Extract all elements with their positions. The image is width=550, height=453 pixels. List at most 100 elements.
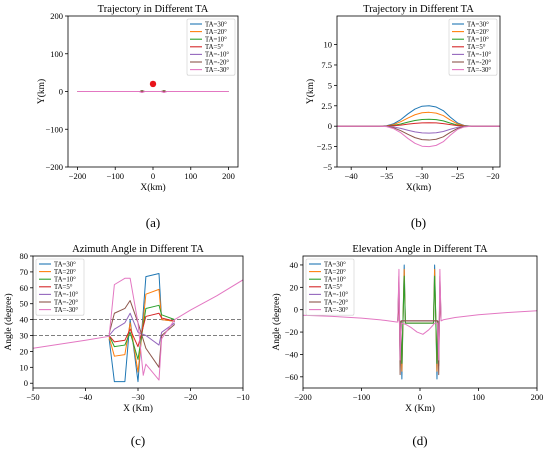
legend-entry: TA=10° — [54, 277, 76, 284]
series-line — [337, 122, 500, 127]
legend-entry: TA=30° — [54, 261, 76, 268]
legend-entry: TA=5° — [205, 44, 224, 51]
legend-entry: TA=10° — [324, 277, 346, 284]
x-axis-label: X(km) — [406, 182, 431, 193]
legend-entry: TA=5° — [324, 284, 343, 291]
y-tick-label: 5 — [328, 80, 332, 90]
x-axis-label: X(km) — [140, 182, 165, 193]
panel-b: −40 −35 −30 −25 −20 −5 −2.5 0 2.5 5 7.5 10 Trajector… — [305, 4, 501, 230]
series-line — [337, 125, 500, 134]
x-tick-label: −30 — [415, 171, 428, 181]
series-line — [303, 268, 537, 361]
legend-entry: TA=20° — [54, 269, 76, 276]
x-tick-label: 200 — [222, 171, 235, 181]
series-line — [337, 125, 500, 148]
x-tick-label: −20 — [184, 392, 197, 402]
legend-entry: TA=10° — [467, 37, 489, 44]
y-tick-label: 40 — [290, 260, 299, 270]
y-axis-label: Angle (degree) — [3, 293, 14, 350]
y-tick-label: 30 — [20, 331, 29, 341]
legend-entry: TA=5° — [54, 284, 73, 291]
y-axis-label: Angle (degree) — [271, 293, 282, 350]
y-tick-label: 0 — [294, 305, 298, 315]
x-tick-label: −200 — [294, 392, 312, 402]
y-tick-label: 80 — [20, 251, 29, 261]
legend-entry: TA=20° — [205, 29, 227, 36]
legend-entry: TA=-30° — [467, 67, 491, 74]
legend-entry: TA=30° — [467, 21, 489, 28]
x-tick-label: 100 — [184, 171, 197, 181]
x-tick-label: −100 — [353, 392, 371, 402]
series-line — [397, 298, 442, 355]
y-tick-label: −5 — [323, 162, 332, 172]
y-tick-label: 7.5 — [321, 60, 332, 70]
x-tick-label: 0 — [151, 171, 155, 181]
x-axis-label: X (Km) — [123, 403, 153, 414]
chart-title: Trajectory in Different TA — [363, 4, 474, 15]
legend-box — [35, 258, 85, 316]
y-tick-label: 100 — [50, 49, 63, 59]
panel-caption: (c) — [131, 433, 145, 448]
legend: TA=30°TA=20°TA=10°TA=5°TA=-10°TA=-20°TA=… — [448, 18, 498, 76]
legend: TA=30°TA=20°TA=10°TA=5°TA=-10°TA=-20°TA=… — [186, 18, 236, 76]
series-line — [400, 264, 439, 380]
y-axis-label: Y(km) — [305, 79, 316, 104]
legend: TA=30°TA=20°TA=10°TA=5°TA=-10°TA=-20°TA=… — [305, 258, 355, 316]
x-tick-label: 100 — [472, 392, 485, 402]
y-tick-label: 40 — [20, 315, 29, 325]
series-line — [108, 312, 176, 346]
x-tick-label: 0 — [418, 392, 422, 402]
y-tick-label: 20 — [20, 346, 29, 356]
y-tick-label: −100 — [45, 124, 63, 134]
legend-entry: TA=5° — [467, 44, 486, 51]
series-line — [400, 268, 439, 372]
legend-entry: TA=-10° — [467, 52, 491, 59]
legend-entry: TA=-10° — [205, 52, 229, 59]
y-tick-label: 60 — [20, 283, 29, 293]
y-tick-label: −200 — [45, 162, 63, 172]
y-tick-label: 200 — [50, 11, 63, 21]
legend-entry: TA=20° — [467, 29, 489, 36]
legend-box — [305, 258, 355, 316]
legend-entry: TA=-30° — [205, 67, 229, 74]
y-tick-label: −40 — [285, 349, 298, 359]
series-line — [337, 111, 500, 127]
y-tick-label: 0 — [328, 121, 332, 131]
legend-entry: TA=-10° — [324, 292, 348, 299]
series-line — [108, 288, 175, 373]
x-tick-label: −20 — [486, 171, 499, 181]
series-line — [108, 312, 175, 348]
chart-title: Elevation Angle in Different TA — [352, 244, 488, 255]
y-tick-label: 10 — [20, 362, 29, 372]
legend-entry: TA=-20° — [205, 59, 229, 66]
y-tick-label: 70 — [20, 267, 29, 277]
legend-entry: TA=-30° — [54, 307, 78, 314]
x-tick-label: −200 — [69, 171, 87, 181]
y-tick-label: 0 — [24, 378, 28, 388]
legend-box — [448, 18, 498, 76]
legend-entry: TA=-10° — [54, 292, 78, 299]
y-tick-label: 2.5 — [321, 101, 332, 111]
legend-entry: TA=30° — [205, 21, 227, 28]
legend: TA=30°TA=20°TA=10°TA=5°TA=-10°TA=-20°TA=… — [35, 258, 85, 316]
legend-entry: TA=-30° — [324, 307, 348, 314]
plot-frame — [336, 15, 501, 168]
x-tick-label: 200 — [531, 392, 544, 402]
x-tick-label: −25 — [451, 171, 464, 181]
x-tick-label: −40 — [79, 392, 92, 402]
x-tick-label: −35 — [380, 171, 393, 181]
series-line — [337, 125, 500, 141]
x-tick-label: −30 — [131, 392, 144, 402]
y-tick-label: 20 — [290, 282, 299, 292]
panel-caption: (d) — [412, 433, 427, 448]
panel-caption: (a) — [146, 215, 160, 230]
legend-entry: TA=30° — [324, 261, 346, 268]
legend-box — [186, 18, 236, 76]
legend-entry: TA=-20° — [467, 59, 491, 66]
series-line — [400, 275, 439, 364]
legend-entry: TA=20° — [324, 269, 346, 276]
y-tick-label: 0 — [59, 87, 63, 97]
y-tick-label: −20 — [285, 327, 298, 337]
